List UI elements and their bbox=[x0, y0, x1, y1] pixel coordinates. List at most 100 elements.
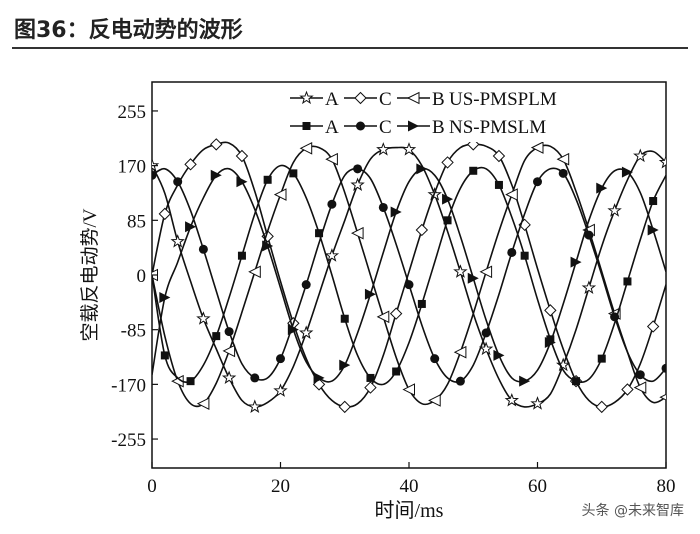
data-point bbox=[607, 203, 622, 217]
data-point bbox=[633, 381, 647, 394]
data-point bbox=[596, 182, 608, 194]
data-point bbox=[299, 325, 314, 339]
data-point bbox=[469, 166, 478, 175]
data-point bbox=[170, 234, 185, 248]
data-point bbox=[572, 377, 581, 386]
legend-label: B bbox=[432, 117, 445, 138]
data-point bbox=[186, 377, 195, 386]
data-point bbox=[185, 221, 197, 233]
data-point bbox=[248, 265, 261, 279]
legend-label: A bbox=[325, 117, 339, 138]
data-point bbox=[453, 264, 468, 278]
title-divider bbox=[12, 47, 688, 49]
data-point bbox=[364, 288, 376, 300]
data-point bbox=[659, 393, 666, 401]
data-point bbox=[635, 370, 645, 380]
data-point bbox=[173, 177, 183, 187]
data-point bbox=[184, 158, 197, 171]
data-point bbox=[324, 248, 340, 262]
data-point bbox=[494, 180, 503, 189]
data-point bbox=[417, 299, 426, 308]
x-tick-label: 60 bbox=[528, 476, 547, 497]
data-point bbox=[235, 149, 249, 163]
data-point bbox=[224, 327, 234, 337]
data-point bbox=[364, 381, 377, 394]
data-point bbox=[647, 224, 659, 236]
data-point bbox=[595, 400, 608, 414]
data-point bbox=[556, 152, 570, 166]
series-us-pmsplm-a bbox=[152, 142, 666, 413]
series-us-pmsplm-b bbox=[152, 141, 666, 410]
series-line bbox=[152, 167, 666, 383]
legend-label: C bbox=[379, 117, 392, 138]
data-point bbox=[530, 141, 544, 154]
data-point bbox=[558, 168, 568, 178]
data-point bbox=[198, 244, 208, 254]
y-tick-label: -170 bbox=[111, 375, 146, 396]
data-point bbox=[453, 345, 467, 359]
data-point bbox=[263, 175, 272, 184]
legend-box bbox=[286, 84, 612, 142]
y-axis-label: 空载反电动势/V bbox=[79, 208, 101, 341]
data-point bbox=[467, 272, 479, 284]
data-point bbox=[273, 383, 288, 397]
figure-title: 图36：反电动势的波形 bbox=[14, 18, 243, 43]
data-point bbox=[479, 265, 493, 279]
data-point bbox=[221, 370, 237, 384]
data-point bbox=[544, 304, 557, 317]
x-tick-label: 20 bbox=[271, 476, 290, 497]
data-point bbox=[428, 394, 441, 407]
data-point bbox=[350, 177, 365, 191]
series-layer bbox=[152, 138, 666, 414]
data-point bbox=[401, 142, 417, 156]
series-ns-pmslm-b bbox=[152, 163, 666, 387]
data-point bbox=[581, 280, 597, 295]
data-point bbox=[273, 188, 287, 201]
legend-marker bbox=[302, 122, 311, 130]
data-point bbox=[610, 312, 620, 322]
data-point bbox=[392, 367, 401, 376]
data-point bbox=[504, 392, 519, 407]
data-point bbox=[505, 188, 518, 201]
data-point bbox=[597, 354, 606, 363]
tick-layer: 0 20 40 60 80 255 170 85 0 -85 -170 -255 bbox=[111, 102, 675, 497]
data-point bbox=[287, 324, 299, 336]
legend-group-label: US-PMSPLM bbox=[449, 89, 557, 110]
data-point bbox=[222, 344, 236, 358]
data-point bbox=[313, 372, 325, 384]
data-point bbox=[289, 169, 298, 178]
data-point bbox=[520, 251, 529, 260]
data-point bbox=[633, 148, 648, 163]
legend-marker bbox=[354, 91, 367, 105]
data-point bbox=[570, 256, 582, 268]
data-point bbox=[325, 152, 338, 166]
data-point bbox=[339, 359, 351, 371]
series-line bbox=[152, 146, 666, 408]
data-point bbox=[519, 375, 531, 387]
legend-marker bbox=[408, 120, 419, 132]
data-point bbox=[481, 328, 491, 338]
y-tick-label: -85 bbox=[121, 321, 146, 342]
data-point bbox=[315, 229, 324, 238]
legend-row-us-pmsplm: A C B US-PMSPLM bbox=[290, 89, 557, 110]
y-tick-label: 85 bbox=[127, 211, 146, 232]
x-tick-label: 40 bbox=[400, 476, 419, 497]
data-point bbox=[533, 177, 542, 187]
data-point bbox=[621, 166, 633, 178]
legend-marker bbox=[299, 90, 314, 105]
series-line bbox=[152, 144, 666, 408]
data-point bbox=[376, 310, 390, 324]
legend-group-label: NS-PMSLM bbox=[449, 117, 546, 138]
data-point bbox=[442, 193, 454, 205]
data-point bbox=[584, 230, 594, 240]
data-point bbox=[402, 383, 415, 396]
data-point bbox=[210, 138, 223, 151]
legend-label: C bbox=[379, 89, 392, 110]
data-point bbox=[416, 163, 428, 175]
data-point bbox=[262, 240, 274, 252]
y-tick-label: 0 bbox=[137, 266, 147, 287]
watermark: 头条 @未来智库 bbox=[581, 503, 684, 519]
data-point bbox=[441, 156, 454, 169]
data-point bbox=[455, 376, 465, 386]
data-point bbox=[623, 277, 632, 286]
